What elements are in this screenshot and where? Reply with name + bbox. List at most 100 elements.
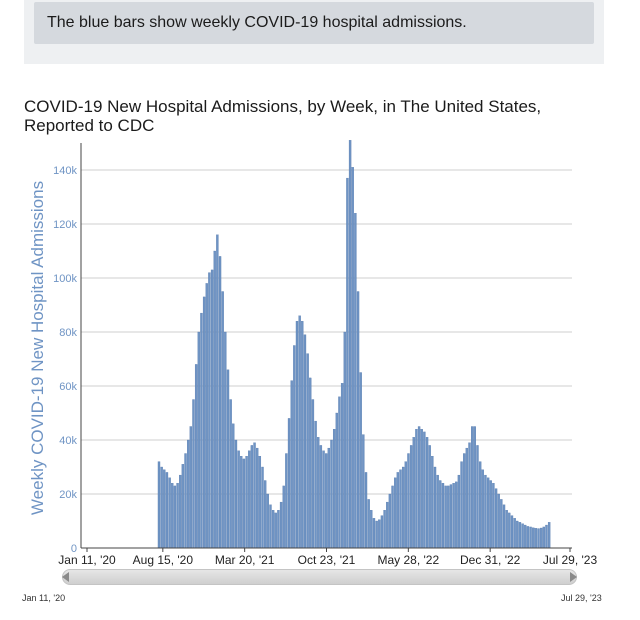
bar <box>173 485 177 549</box>
y-tick-label: 120k <box>53 219 77 231</box>
navigator-right-handle-icon[interactable] <box>570 572 577 582</box>
navigator-start-label: Jan 11, '20 <box>22 593 66 603</box>
bar <box>372 518 376 549</box>
bar <box>290 380 293 549</box>
bar <box>370 510 373 549</box>
bar <box>160 466 163 549</box>
bar <box>229 399 232 549</box>
bar <box>497 493 500 549</box>
x-tick-label: Oct 23, '21 <box>298 553 356 567</box>
bar <box>502 504 506 549</box>
bar <box>208 272 211 549</box>
range-navigator[interactable] <box>62 567 577 587</box>
bar <box>383 510 386 549</box>
bar <box>401 466 405 549</box>
bar <box>322 450 325 549</box>
bar <box>210 269 214 549</box>
bar <box>423 431 426 549</box>
bar <box>542 526 546 549</box>
navigator-track[interactable] <box>62 569 577 585</box>
bar <box>362 434 365 549</box>
bar <box>510 515 514 549</box>
bar <box>492 483 495 549</box>
bar <box>439 480 442 549</box>
bar <box>314 420 317 549</box>
bar <box>380 515 384 549</box>
bar <box>216 234 219 549</box>
bar <box>279 501 283 549</box>
bar <box>240 456 243 549</box>
bar <box>194 364 198 549</box>
bar <box>242 458 246 549</box>
bar <box>226 369 230 549</box>
bar <box>343 331 346 549</box>
bar <box>301 321 304 549</box>
y-tick-label: 20k <box>59 489 77 501</box>
bar <box>409 445 413 549</box>
bar <box>420 429 423 549</box>
bar <box>338 396 341 549</box>
bar <box>500 499 503 549</box>
bar <box>508 512 511 549</box>
axes <box>80 143 572 552</box>
banner: The blue bars show weekly COVID-19 hospi… <box>24 0 604 64</box>
bar <box>396 472 400 549</box>
bar <box>163 469 166 549</box>
bar <box>205 283 208 549</box>
bar <box>486 477 490 549</box>
bar <box>537 528 540 549</box>
bar <box>187 439 190 549</box>
bar <box>386 501 389 549</box>
bar <box>250 445 254 549</box>
bar <box>258 456 262 549</box>
bar <box>189 426 193 549</box>
navigator-left-handle-icon[interactable] <box>62 572 69 582</box>
bar <box>516 520 519 549</box>
bar <box>518 522 522 549</box>
chart-title: COVID-19 New Hospital Admissions, by Wee… <box>24 97 542 135</box>
bar <box>545 524 548 549</box>
x-tick-label: Jan 11, '20 <box>58 553 116 567</box>
y-tick-label: 60k <box>59 381 77 393</box>
bar <box>274 512 277 549</box>
y-tick-labels: 0 20k 40k 60k 80k 100k 120k 140k <box>53 165 77 555</box>
banner-text: The blue bars show weekly COVID-19 hospi… <box>34 2 594 44</box>
bar <box>532 527 535 549</box>
bar <box>309 377 312 549</box>
bar <box>431 456 434 549</box>
grid-lines <box>81 169 572 495</box>
bar <box>332 429 336 549</box>
bar <box>234 439 238 549</box>
bar <box>455 481 458 549</box>
bar <box>457 474 461 549</box>
bar <box>428 445 431 549</box>
bar <box>526 526 530 549</box>
bar <box>269 504 272 549</box>
bar <box>293 345 296 549</box>
bar <box>266 493 269 549</box>
y-tick-label: 40k <box>59 435 77 447</box>
bar <box>157 461 161 549</box>
bar <box>513 518 516 549</box>
bar <box>317 437 320 549</box>
bar <box>202 296 206 549</box>
bar <box>277 510 280 549</box>
bar <box>547 522 551 549</box>
bar <box>494 488 498 549</box>
bar <box>179 474 182 549</box>
bar <box>171 483 174 549</box>
bar <box>378 519 381 549</box>
bar <box>224 331 227 549</box>
bar <box>444 485 447 549</box>
bar <box>478 461 482 549</box>
y-tick-label: 140k <box>53 165 77 177</box>
bar <box>200 312 203 549</box>
bar <box>468 442 471 549</box>
bar <box>245 456 248 549</box>
bar <box>433 466 437 549</box>
y-tick-label: 0 <box>71 543 77 555</box>
bar <box>168 477 171 549</box>
bar <box>319 445 323 549</box>
bar <box>359 372 362 549</box>
bar <box>465 447 469 549</box>
